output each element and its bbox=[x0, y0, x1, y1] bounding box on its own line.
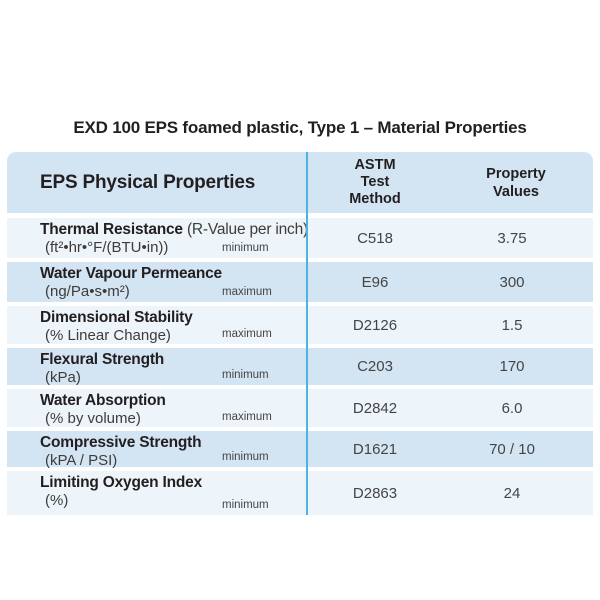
row-name-line: Water Absorption bbox=[40, 392, 166, 410]
table-row-water-absorption: Water Absorption (% by volume) maximum D… bbox=[7, 389, 593, 427]
cell-property-value: 24 bbox=[503, 484, 521, 502]
row-detail: (ft²•hr•°F/(BTU•in)) bbox=[45, 239, 169, 256]
table-row-flexural-strength: Flexural Strength (kPa) minimum C203 170 bbox=[7, 348, 593, 386]
row-limit-label: maximum bbox=[222, 328, 272, 340]
row-name-line: Thermal Resistance (R-Value per inch) bbox=[40, 221, 308, 239]
table-row-compressive-strength: Compressive Strength (kPA / PSI) minimum… bbox=[7, 431, 593, 469]
row-name-suffix: (R-Value per inch) bbox=[182, 221, 308, 238]
row-limit-label: minimum bbox=[222, 242, 269, 254]
row-detail: (kPA / PSI) bbox=[45, 452, 118, 469]
row-limit-label: minimum bbox=[222, 369, 269, 381]
row-name-line: Dimensional Stability bbox=[40, 309, 193, 327]
table-header: EPS Physical Properties ASTM Test Method… bbox=[7, 152, 593, 213]
header-col-properties: EPS Physical Properties bbox=[40, 171, 256, 193]
row-name: Thermal Resistance bbox=[40, 221, 183, 238]
row-limit-label: minimum bbox=[222, 451, 269, 463]
cell-property-value: 300 bbox=[499, 273, 525, 291]
page-title: EXD 100 EPS foamed plastic, Type 1 – Mat… bbox=[73, 118, 527, 137]
table-body: Thermal Resistance (R-Value per inch) (f… bbox=[7, 218, 593, 515]
column-divider-line bbox=[306, 152, 308, 515]
row-name: Compressive Strength bbox=[40, 434, 202, 451]
row-name: Water Absorption bbox=[40, 392, 166, 409]
header-col-values-label: Property Values bbox=[486, 165, 546, 200]
table-row-dimensional-stability: Dimensional Stability (% Linear Change) … bbox=[7, 306, 593, 344]
header-col-astm-label: ASTM Test Method bbox=[349, 157, 401, 207]
row-name-line: Water Vapour Permeance bbox=[40, 265, 222, 283]
table-row-thermal-resistance: Thermal Resistance (R-Value per inch) (f… bbox=[7, 218, 593, 258]
cell-property-value: 170 bbox=[499, 358, 525, 375]
row-detail: (% Linear Change) bbox=[45, 327, 171, 344]
row-name-line: Flexural Strength bbox=[40, 351, 164, 369]
cell-astm-method: D1621 bbox=[352, 440, 398, 458]
header-col-values: Property Values bbox=[462, 152, 570, 213]
row-limit-label: maximum bbox=[222, 286, 272, 298]
cell-astm-method: C518 bbox=[357, 229, 393, 247]
row-name: Flexural Strength bbox=[40, 351, 165, 368]
cell-property-value: 3.75 bbox=[497, 229, 527, 247]
row-name: Limiting Oxygen Index bbox=[40, 474, 203, 491]
row-detail: (ng/Pa•s•m²) bbox=[45, 283, 130, 300]
row-detail: (% by volume) bbox=[45, 410, 141, 427]
row-name: Water Vapour Permeance bbox=[40, 265, 222, 282]
row-detail: (%) bbox=[45, 492, 69, 509]
cell-astm-method: C203 bbox=[357, 358, 393, 375]
cell-property-value: 6.0 bbox=[501, 399, 523, 417]
cell-astm-method: D2863 bbox=[352, 484, 398, 502]
row-limit-label: minimum bbox=[222, 499, 269, 511]
cell-astm-method: E96 bbox=[361, 273, 389, 291]
row-limit-label: maximum bbox=[222, 411, 272, 423]
material-properties-table: EPS Physical Properties ASTM Test Method… bbox=[7, 152, 593, 519]
row-name: Dimensional Stability bbox=[40, 309, 193, 326]
row-detail: (kPa) bbox=[45, 369, 81, 386]
cell-property-value: 1.5 bbox=[501, 316, 523, 334]
table-row-water-vapour-permeance: Water Vapour Permeance (ng/Pa•s•m²) maxi… bbox=[7, 262, 593, 302]
row-name-line: Limiting Oxygen Index bbox=[40, 474, 202, 492]
table-row-limiting-oxygen-index: Limiting Oxygen Index (%) minimum D2863 … bbox=[7, 471, 593, 515]
cell-astm-method: D2126 bbox=[352, 316, 398, 334]
row-name-line: Compressive Strength bbox=[40, 434, 202, 452]
cell-property-value: 70 / 10 bbox=[489, 440, 535, 458]
header-col-astm: ASTM Test Method bbox=[325, 152, 425, 213]
cell-astm-method: D2842 bbox=[352, 399, 398, 417]
